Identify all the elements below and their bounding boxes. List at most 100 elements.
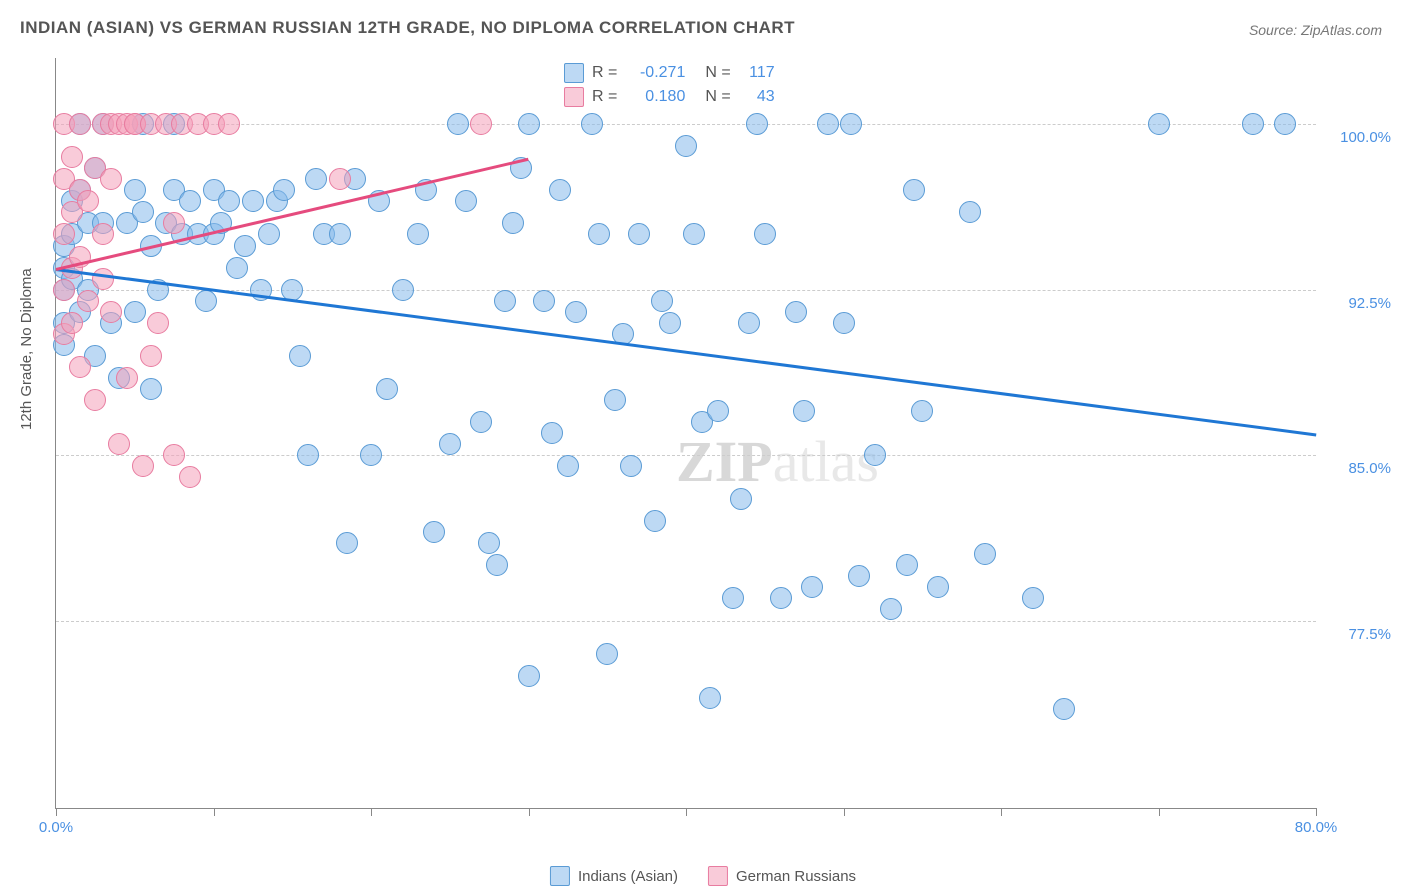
- data-point: [392, 279, 414, 301]
- data-point: [683, 223, 705, 245]
- data-point: [242, 190, 264, 212]
- data-point: [470, 411, 492, 433]
- data-point: [53, 223, 75, 245]
- data-point: [53, 279, 75, 301]
- xtick-mark: [214, 808, 215, 816]
- data-point: [289, 345, 311, 367]
- n-value: 43: [739, 88, 775, 106]
- data-point: [848, 565, 870, 587]
- legend-item: Indians (Asian): [550, 866, 678, 886]
- data-point: [234, 235, 256, 257]
- data-point: [147, 312, 169, 334]
- data-point: [69, 113, 91, 135]
- data-point: [226, 257, 248, 279]
- data-point: [659, 312, 681, 334]
- data-point: [911, 400, 933, 422]
- data-point: [675, 135, 697, 157]
- gridline: [56, 621, 1316, 622]
- data-point: [77, 190, 99, 212]
- data-point: [470, 113, 492, 135]
- r-value: 0.180: [625, 88, 685, 106]
- data-point: [840, 113, 862, 135]
- data-point: [518, 665, 540, 687]
- source-credit: Source: ZipAtlas.com: [1249, 22, 1382, 38]
- data-point: [565, 301, 587, 323]
- data-point: [596, 643, 618, 665]
- r-label: R =: [592, 88, 617, 106]
- gridline: [56, 455, 1316, 456]
- data-point: [124, 179, 146, 201]
- r-label: R =: [592, 64, 617, 82]
- data-point: [116, 367, 138, 389]
- data-point: [502, 212, 524, 234]
- data-point: [140, 378, 162, 400]
- data-point: [699, 687, 721, 709]
- data-point: [801, 576, 823, 598]
- y-axis-label: 12th Grade, No Diploma: [18, 268, 35, 430]
- data-point: [84, 389, 106, 411]
- data-point: [628, 223, 650, 245]
- data-point: [1022, 587, 1044, 609]
- legend-swatch: [708, 866, 728, 886]
- watermark-zip: ZIP: [676, 429, 773, 494]
- data-point: [1274, 113, 1296, 135]
- stats-row: R =-0.271N =117: [556, 61, 783, 85]
- data-point: [77, 290, 99, 312]
- bottom-legend: Indians (Asian)German Russians: [550, 866, 856, 886]
- data-point: [604, 389, 626, 411]
- data-point: [61, 312, 83, 334]
- data-point: [588, 223, 610, 245]
- data-point: [218, 190, 240, 212]
- data-point: [108, 433, 130, 455]
- data-point: [61, 146, 83, 168]
- data-point: [329, 168, 351, 190]
- data-point: [651, 290, 673, 312]
- data-point: [785, 301, 807, 323]
- data-point: [903, 179, 925, 201]
- xtick-mark: [56, 808, 57, 816]
- xtick-mark: [1001, 808, 1002, 816]
- data-point: [793, 400, 815, 422]
- ytick-label: 100.0%: [1326, 129, 1391, 146]
- n-label: N =: [705, 88, 730, 106]
- data-point: [557, 455, 579, 477]
- data-point: [360, 444, 382, 466]
- data-point: [549, 179, 571, 201]
- data-point: [541, 422, 563, 444]
- watermark: ZIPatlas: [676, 428, 879, 495]
- legend-swatch: [550, 866, 570, 886]
- xtick-mark: [371, 808, 372, 816]
- data-point: [100, 168, 122, 190]
- gridline: [56, 290, 1316, 291]
- data-point: [974, 543, 996, 565]
- n-label: N =: [705, 64, 730, 82]
- data-point: [179, 190, 201, 212]
- data-point: [644, 510, 666, 532]
- xtick-mark: [686, 808, 687, 816]
- data-point: [329, 223, 351, 245]
- correlation-stats-box: R =-0.271N =117R =0.180N =43: [556, 61, 783, 109]
- data-point: [218, 113, 240, 135]
- data-point: [407, 223, 429, 245]
- data-point: [1242, 113, 1264, 135]
- data-point: [730, 488, 752, 510]
- data-point: [896, 554, 918, 576]
- data-point: [439, 433, 461, 455]
- data-point: [959, 201, 981, 223]
- data-point: [336, 532, 358, 554]
- data-point: [447, 113, 469, 135]
- data-point: [1053, 698, 1075, 720]
- data-point: [163, 212, 185, 234]
- stats-swatch: [564, 63, 584, 83]
- data-point: [376, 378, 398, 400]
- scatter-plot-area: ZIPatlas 77.5%85.0%92.5%100.0%0.0%80.0%R…: [55, 58, 1316, 809]
- data-point: [738, 312, 760, 334]
- data-point: [132, 201, 154, 223]
- gridline: [56, 124, 1316, 125]
- data-point: [880, 598, 902, 620]
- data-point: [273, 179, 295, 201]
- watermark-atlas: atlas: [773, 429, 879, 494]
- data-point: [746, 113, 768, 135]
- data-point: [518, 113, 540, 135]
- xtick-mark: [1316, 808, 1317, 816]
